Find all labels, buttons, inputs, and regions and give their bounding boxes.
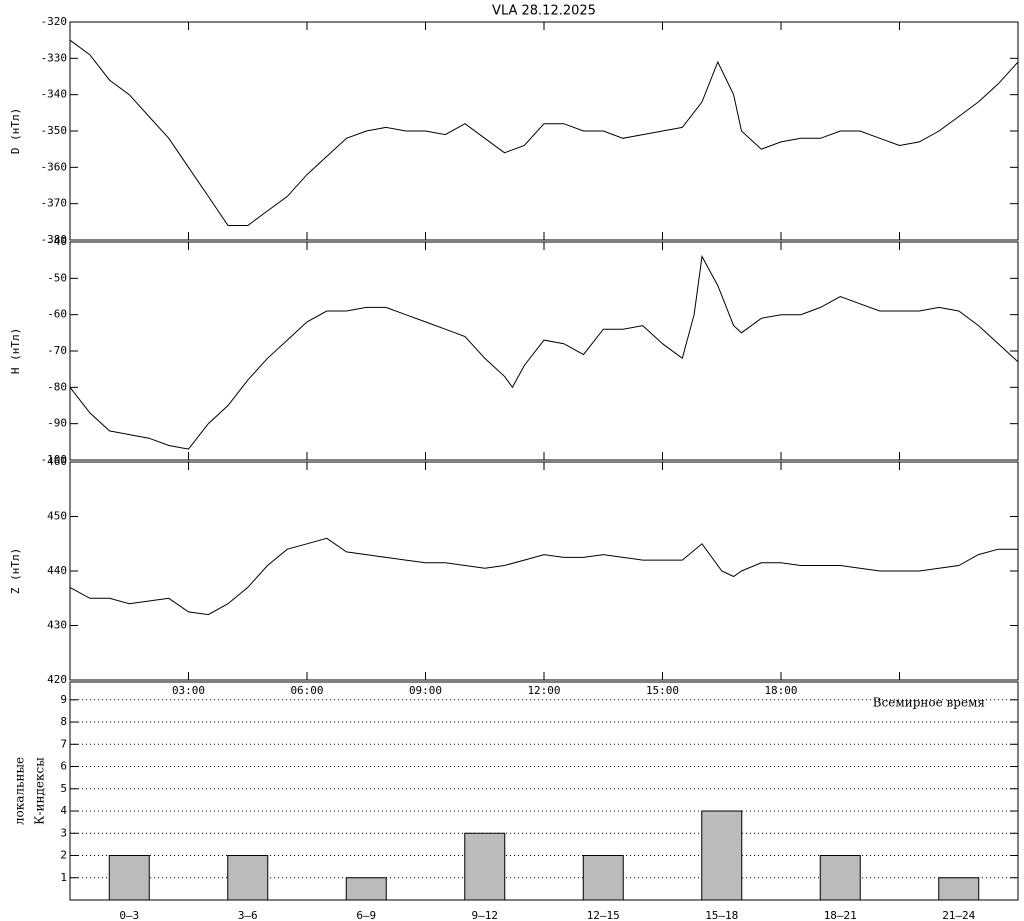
y-tick-label: -90 bbox=[47, 417, 67, 430]
y-tick-label: 6 bbox=[60, 760, 67, 773]
y-tick-label: -40 bbox=[47, 235, 67, 248]
data-line bbox=[69, 254, 1019, 450]
plot-frame bbox=[69, 461, 1019, 681]
x-tick-label: 15:00 bbox=[646, 684, 679, 697]
x-tick-label: 0–3 bbox=[119, 909, 139, 921]
bar bbox=[701, 810, 743, 901]
x-tick-label: 12–15 bbox=[587, 909, 620, 921]
y-tick-label: 3 bbox=[60, 826, 67, 839]
y-tick-label: -380 bbox=[41, 233, 68, 246]
plot-frame bbox=[69, 681, 1019, 901]
x-tick-label: 18–21 bbox=[824, 909, 857, 921]
plot-frame bbox=[69, 21, 1019, 241]
y-axis-label: локальные bbox=[13, 757, 27, 825]
y-tick-label: 460 bbox=[47, 455, 67, 468]
x-axis-label: Всемирное время bbox=[873, 696, 985, 710]
y-axis-label: Z (нТл) bbox=[9, 548, 22, 594]
y-tick-label: -370 bbox=[41, 197, 68, 210]
y-tick-label: -360 bbox=[41, 160, 68, 173]
y-tick-label: 9 bbox=[60, 693, 67, 706]
y-tick-label: -320 bbox=[41, 15, 68, 28]
y-tick-label: -80 bbox=[47, 380, 67, 393]
x-tick-label: 3–6 bbox=[238, 909, 258, 921]
y-tick-label: 450 bbox=[47, 510, 67, 523]
y-tick-label: -350 bbox=[41, 124, 68, 137]
y-tick-label: 4 bbox=[60, 804, 67, 817]
bar bbox=[819, 855, 861, 901]
bar bbox=[108, 855, 150, 901]
x-tick-label: 9–12 bbox=[472, 909, 499, 921]
y-axis-label: К-индексы bbox=[33, 757, 47, 825]
x-tick-label: 15–18 bbox=[705, 909, 738, 921]
x-tick-label: 6–9 bbox=[356, 909, 376, 921]
chart-title: VLA 28.12.2025 bbox=[492, 4, 596, 19]
bar bbox=[345, 877, 387, 901]
data-line bbox=[69, 39, 1019, 226]
data-line bbox=[69, 537, 1018, 616]
x-tick-label: 06:00 bbox=[290, 684, 323, 697]
y-tick-label: 8 bbox=[60, 715, 67, 728]
bar bbox=[582, 855, 624, 901]
y-tick-label: 420 bbox=[47, 673, 67, 686]
x-tick-label: 09:00 bbox=[409, 684, 442, 697]
x-tick-label: 21–24 bbox=[942, 909, 975, 921]
y-tick-label: 430 bbox=[47, 619, 67, 632]
y-tick-label: 5 bbox=[60, 782, 67, 795]
bar bbox=[938, 877, 980, 901]
plot-frame bbox=[69, 241, 1019, 461]
y-tick-label: -70 bbox=[47, 344, 67, 357]
y-tick-label: -60 bbox=[47, 308, 67, 321]
y-axis-label: D (нТл) bbox=[9, 108, 22, 154]
y-tick-label: -340 bbox=[41, 88, 68, 101]
bar bbox=[227, 855, 269, 901]
y-tick-label: 2 bbox=[60, 849, 67, 862]
x-tick-label: 18:00 bbox=[764, 684, 797, 697]
y-tick-label: -50 bbox=[47, 271, 67, 284]
y-tick-label: 1 bbox=[60, 871, 67, 884]
y-tick-label: 440 bbox=[47, 564, 67, 577]
y-tick-label: -100 bbox=[41, 453, 68, 466]
y-axis-label: H (нТл) bbox=[9, 328, 22, 374]
bar bbox=[464, 832, 506, 901]
y-tick-label: 7 bbox=[60, 737, 67, 750]
y-tick-label: -330 bbox=[41, 51, 68, 64]
x-tick-label: 12:00 bbox=[527, 684, 560, 697]
x-tick-label: 03:00 bbox=[172, 684, 205, 697]
